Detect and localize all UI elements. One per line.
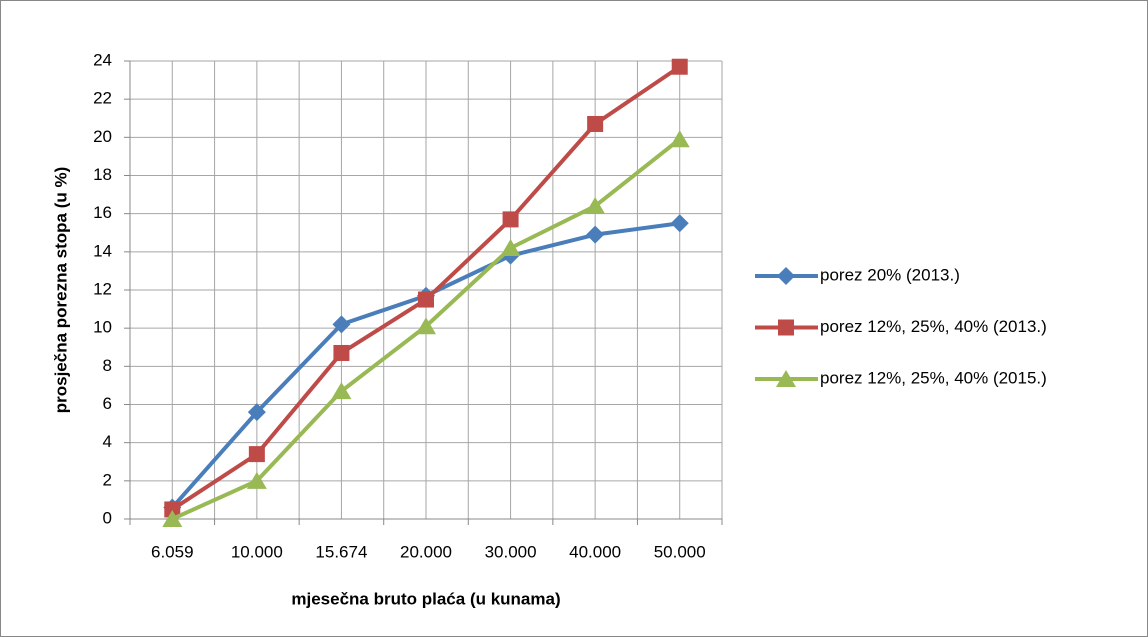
x-tick-label: 10.000 — [231, 542, 283, 561]
data-point — [669, 130, 690, 148]
y-tick-label: 24 — [93, 50, 112, 69]
y-tick-label: 6 — [103, 394, 112, 413]
data-point — [416, 317, 436, 335]
x-tick-label: 40.000 — [569, 542, 621, 561]
y-tick-label: 4 — [103, 432, 112, 451]
data-point — [671, 58, 688, 75]
legend-label: porez 12%, 25%, 40% (2015.) — [820, 368, 1047, 387]
data-point — [162, 510, 183, 527]
y-tick-label: 20 — [93, 127, 112, 146]
data-point — [246, 471, 267, 489]
legend-marker — [777, 267, 795, 285]
y-tick-label: 14 — [93, 241, 112, 260]
data-point — [587, 115, 604, 132]
data-point — [586, 225, 605, 244]
y-tick-label: 16 — [93, 203, 112, 222]
y-tick-label: 22 — [93, 89, 112, 108]
data-point — [502, 211, 519, 228]
y-tick-label: 0 — [103, 508, 112, 527]
legend-label: porez 20% (2013.) — [820, 265, 960, 284]
data-point — [164, 501, 181, 518]
x-tick-label: 6.059 — [151, 542, 194, 561]
x-axis-label: mjesečna bruto plaća (u kunama) — [291, 589, 560, 608]
data-point — [331, 382, 352, 400]
data-point — [247, 403, 266, 422]
y-tick-label: 12 — [93, 279, 112, 298]
data-point — [418, 291, 434, 308]
legend-marker — [778, 319, 794, 336]
data-point — [670, 214, 689, 233]
data-point — [500, 239, 521, 257]
data-point — [585, 197, 606, 215]
y-tick-label: 18 — [93, 165, 112, 184]
y-axis-label: prosječna porezna stopa (u %) — [51, 167, 70, 414]
data-point — [332, 315, 351, 334]
x-tick-label: 30.000 — [485, 542, 537, 561]
data-point — [333, 344, 350, 361]
x-tick-label: 20.000 — [400, 542, 452, 561]
x-tick-label: 15.674 — [315, 542, 367, 561]
y-tick-label: 2 — [103, 470, 112, 489]
y-tick-label: 8 — [103, 356, 112, 375]
y-tick-label: 10 — [93, 318, 112, 337]
data-point — [248, 446, 265, 463]
x-tick-label: 50.000 — [654, 542, 706, 561]
legend-label: porez 12%, 25%, 40% (2013.) — [820, 317, 1047, 336]
legend-marker — [776, 370, 796, 387]
